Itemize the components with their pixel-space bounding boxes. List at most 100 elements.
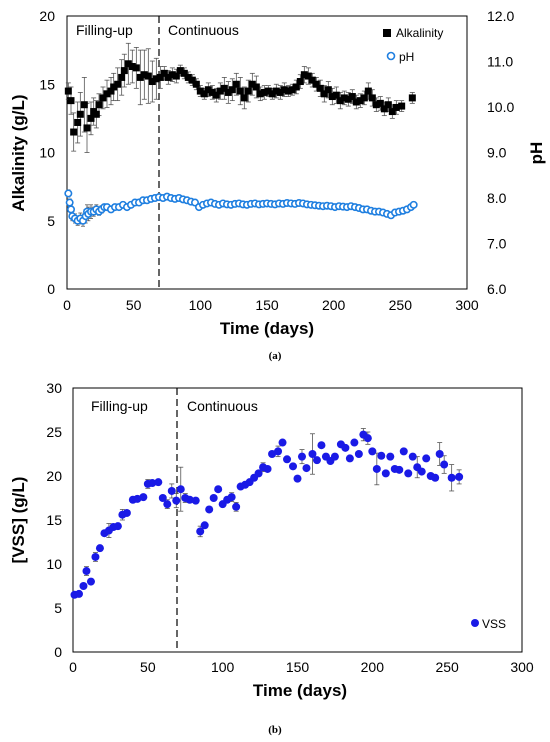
alkalinity-point bbox=[148, 78, 156, 86]
alkalinity-point bbox=[184, 73, 192, 81]
alkalinity-point bbox=[160, 69, 168, 77]
alkalinity-point bbox=[140, 71, 148, 79]
alkalinity-point bbox=[296, 78, 304, 86]
vss-point bbox=[91, 552, 100, 561]
panel-a-y2-tick-label: 6.0 bbox=[487, 281, 507, 297]
panel-a-y-tick-label: 20 bbox=[39, 8, 55, 24]
panel-a-ph-series bbox=[64, 189, 418, 225]
panel-b-y-tick-label: 5 bbox=[54, 600, 62, 616]
vss-point bbox=[377, 451, 386, 460]
vss-point bbox=[167, 486, 176, 495]
alkalinity-point bbox=[156, 73, 164, 81]
vss-point bbox=[297, 452, 306, 461]
alkalinity-point bbox=[67, 97, 75, 105]
panel-a-error-bars bbox=[65, 42, 416, 227]
vss-point bbox=[200, 521, 209, 530]
panel-a-label: (a) bbox=[269, 350, 282, 362]
alkalinity-point bbox=[360, 94, 368, 102]
vss-point bbox=[399, 447, 408, 456]
alkalinity-point bbox=[408, 94, 416, 102]
panel-a-x-tick-label: 50 bbox=[126, 297, 142, 313]
vss-point bbox=[341, 443, 350, 452]
panel-a-annotation-filling-up: Filling-up bbox=[76, 22, 133, 38]
panel-a-alkalinity-series bbox=[64, 60, 416, 136]
alkalinity-point bbox=[164, 73, 172, 81]
panel-b-vss-series bbox=[70, 430, 464, 599]
vss-point bbox=[263, 464, 272, 473]
alkalinity-point bbox=[216, 87, 224, 95]
vss-point bbox=[196, 527, 205, 536]
panel-b-y-tick-label: 15 bbox=[46, 512, 62, 528]
alkalinity-point bbox=[103, 90, 111, 98]
alkalinity-point bbox=[64, 87, 72, 95]
vss-point bbox=[148, 479, 157, 488]
alkalinity-point bbox=[110, 83, 118, 91]
vss-point bbox=[254, 469, 263, 478]
alkalinity-point bbox=[260, 88, 268, 96]
vss-point bbox=[154, 478, 163, 487]
ph-point bbox=[67, 205, 76, 214]
alkalinity-point bbox=[144, 72, 152, 80]
panel-a-x-axis-title: Time (days) bbox=[220, 319, 314, 338]
alkalinity-point bbox=[344, 95, 352, 103]
panel-a: Filling-up Continuous 0 50 100 150 200 250 300… bbox=[9, 8, 546, 362]
alkalinity-point bbox=[74, 118, 82, 126]
alkalinity-point bbox=[118, 73, 126, 81]
vss-point bbox=[74, 589, 83, 598]
alkalinity-point bbox=[312, 80, 320, 88]
vss-point bbox=[363, 434, 372, 443]
vss-point bbox=[227, 493, 236, 502]
panel-a-x-tick-label: 0 bbox=[63, 297, 71, 313]
alkalinity-point bbox=[76, 110, 84, 118]
panel-b-legend: VSS bbox=[471, 617, 506, 631]
alkalinity-point bbox=[300, 71, 308, 79]
vss-point bbox=[293, 474, 302, 483]
vss-point bbox=[278, 438, 287, 447]
alkalinity-point bbox=[292, 83, 300, 91]
panel-b-y-axis-title: [VSS] (g/L) bbox=[9, 477, 28, 564]
alkalinity-point bbox=[284, 87, 292, 95]
alkalinity-point bbox=[168, 71, 176, 79]
panel-a-x-tick-labels: 0 50 100 150 200 250 300 bbox=[63, 297, 479, 313]
alkalinity-point bbox=[336, 97, 344, 105]
vss-point bbox=[408, 452, 417, 461]
vss-point bbox=[417, 467, 426, 476]
panel-a-plot-area bbox=[66, 15, 468, 290]
alkalinity-point bbox=[316, 84, 324, 92]
alkalinity-point bbox=[320, 90, 328, 98]
vss-point bbox=[158, 494, 167, 502]
panel-a-y-tick-label: 0 bbox=[47, 281, 55, 297]
panel-b-x-tick-label: 50 bbox=[140, 659, 156, 675]
vss-point bbox=[350, 438, 359, 447]
alkalinity-point bbox=[280, 86, 288, 94]
alkalinity-point bbox=[196, 87, 204, 95]
vss-point bbox=[95, 544, 104, 553]
panel-b-y-tick-label: 0 bbox=[54, 644, 62, 660]
vss-point bbox=[386, 452, 395, 461]
alkalinity-point bbox=[180, 69, 188, 77]
alkalinity-point bbox=[80, 101, 88, 109]
vss-point bbox=[185, 495, 194, 504]
vss-point bbox=[214, 485, 223, 494]
alkalinity-point bbox=[384, 101, 392, 109]
alkalinity-point bbox=[364, 87, 372, 95]
alkalinity-point bbox=[324, 86, 332, 94]
vss-point bbox=[312, 456, 321, 465]
panel-a-x-tick-label: 250 bbox=[389, 297, 413, 313]
alkalinity-point bbox=[212, 91, 220, 99]
legend-alkalinity-label: Alkalinity bbox=[396, 26, 443, 40]
panel-b-annotation-filling-up: Filling-up bbox=[91, 398, 148, 414]
ph-point bbox=[409, 200, 418, 209]
alkalinity-point bbox=[240, 94, 248, 102]
alkalinity-point bbox=[264, 87, 272, 95]
alkalinity-point bbox=[276, 88, 284, 96]
panel-b-x-tick-label: 300 bbox=[510, 659, 534, 675]
panel-a-x-tick-label: 200 bbox=[322, 297, 346, 313]
panel-b-y-tick-label: 10 bbox=[46, 556, 62, 572]
ph-point bbox=[65, 198, 74, 207]
panel-a-y2-axis-title: pH bbox=[527, 142, 546, 165]
alkalinity-point bbox=[332, 91, 340, 99]
vss-point bbox=[176, 485, 185, 494]
alkalinity-point bbox=[398, 102, 406, 110]
